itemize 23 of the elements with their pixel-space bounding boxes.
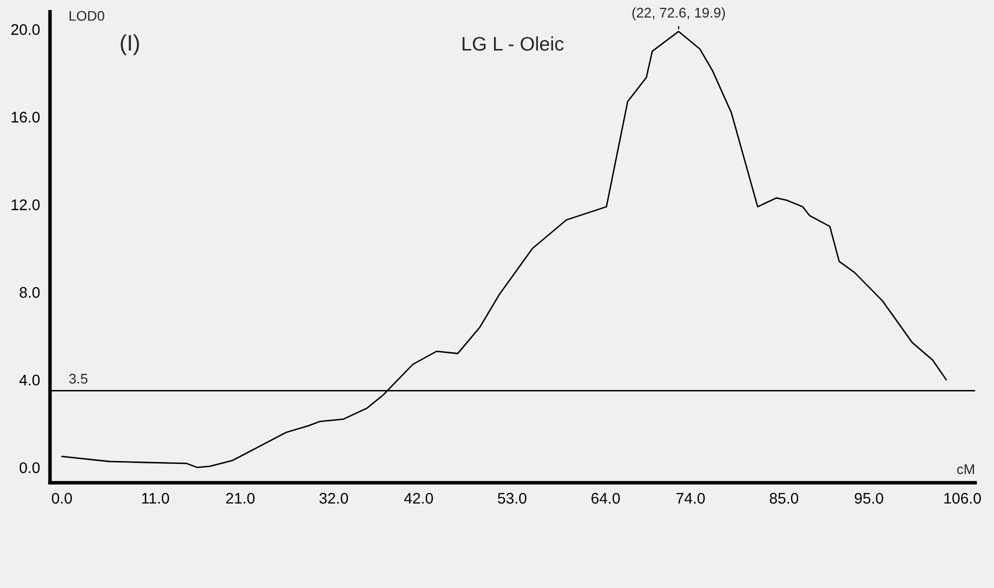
ref-line-label: 3.5 bbox=[69, 374, 88, 384]
y-tick-label: 4.0 bbox=[19, 374, 40, 386]
y-tick-label: 20.0 bbox=[11, 24, 40, 35]
annotation: (22, 72.6, 19.9) bbox=[632, 7, 725, 20]
annotation: (I) bbox=[120, 34, 139, 56]
x-tick-label: 106.0 bbox=[944, 492, 981, 504]
y-axis-title: LOD0 bbox=[70, 10, 104, 21]
y-tick-label: 12.0 bbox=[12, 199, 40, 210]
text: LG L - Oleic bbox=[462, 36, 564, 51]
x-tick-label: 95.0 bbox=[854, 492, 884, 504]
x-tick-label: 0.0 bbox=[52, 492, 72, 504]
x-tick-label: 32.0 bbox=[319, 492, 348, 504]
x-tick-label: 74.0 bbox=[676, 492, 705, 504]
x-tick-label: 21.0 bbox=[226, 492, 255, 504]
y-tick-label: 0.0 bbox=[20, 462, 40, 474]
x-tick-label: 42.0 bbox=[404, 492, 433, 504]
x-axis-title: cM bbox=[957, 464, 974, 474]
x-tick-label: 11.0 bbox=[142, 492, 170, 504]
y-tick-label: 8.0 bbox=[20, 287, 40, 298]
y-tick-label: 16.0 bbox=[12, 112, 40, 123]
x-tick-label: 85.0 bbox=[770, 492, 798, 504]
x-tick-label: 53.0 bbox=[498, 492, 526, 504]
x-tick-label: 64.0 bbox=[591, 492, 620, 504]
